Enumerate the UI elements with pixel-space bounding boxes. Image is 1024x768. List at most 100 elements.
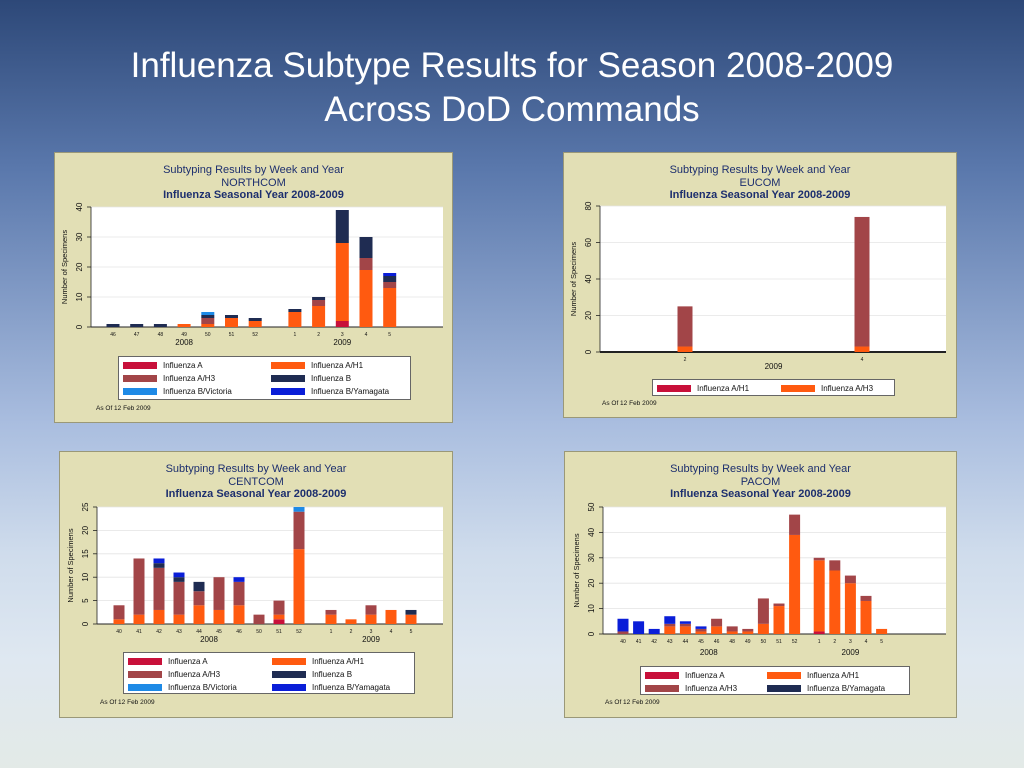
x-tick-label: 49 [181,332,187,338]
x-tick-label: 42 [156,629,162,635]
bar-segment [335,243,349,321]
x-tick-label: 48 [729,639,735,645]
x-group-label: 2009 [842,648,860,657]
legend-label: Influenza A [168,657,208,666]
legend-swatch [128,658,162,665]
chart-title: Subtyping Results by Week and Year PACOM… [565,463,956,501]
legend-label: Influenza A [685,671,725,680]
x-tick-label: 46 [110,332,116,338]
bar-segment [860,595,872,601]
y-tick-label: 30 [587,553,596,562]
bar-segment [383,273,397,276]
bar-segment [829,570,841,634]
bar-segment [325,609,337,615]
x-group-label: 2009 [362,635,380,644]
bar-segment [773,603,785,607]
legend-label: Influenza B [311,374,352,383]
x-tick-label: 1 [294,332,297,338]
x-tick-label: 4 [865,639,868,645]
bar-segment [248,321,262,327]
legend-label: Influenza B/Victoria [168,683,237,692]
bar-segment [293,511,305,550]
bar-segment [345,619,357,624]
bar-segment [677,306,693,347]
bar-segment [273,614,285,620]
y-axis-title: Number of Specimens [572,533,581,607]
legend-label: Influenza A/H1 [697,384,750,393]
bar-segment [359,237,373,258]
y-tick-label: 10 [75,292,84,301]
chart-title-line2: EUCOM [739,176,781,189]
legend-swatch [128,671,162,678]
y-tick-label: 40 [75,202,84,211]
as-of-date: As Of 12 Feb 2009 [96,405,151,412]
x-tick-label: 1 [330,629,333,635]
legend-swatch [272,658,306,665]
legend-swatch [271,362,305,369]
x-tick-label: 44 [196,629,202,635]
chart-title-line1: Subtyping Results by Week and Year [669,164,851,176]
bar-segment [695,631,707,634]
bar-segment [225,318,238,327]
y-tick-label: 0 [81,621,90,626]
bar-segment [679,623,691,627]
bar-segment [173,581,185,615]
bar-segment [173,572,185,578]
bar-segment [617,618,629,632]
bar-segment [876,628,888,634]
bar-segment [695,626,707,629]
y-tick-label: 40 [584,274,593,283]
x-tick-label: 50 [761,639,767,645]
bar-segment [133,614,145,624]
legend-swatch [781,385,815,392]
chart-title-line3: Influenza Seasonal Year 2008-2009 [165,488,347,500]
slide-title-line1: Influenza Subtype Results for Season 200… [130,46,894,85]
bar-segment [335,321,349,327]
x-tick-label: 50 [205,332,211,338]
x-tick-label: 2 [684,357,687,363]
chart-legend: Influenza A/H1 Influenza A/H3 [652,379,895,396]
as-of-date: As Of 12 Feb 2009 [602,400,657,407]
legend-label: Influenza A/H1 [312,657,365,666]
bar-segment [405,614,417,624]
bar-segment [726,631,738,634]
legend-label: Influenza A [163,361,203,370]
bar-segment [695,628,707,632]
bar-segment [813,631,825,634]
x-group-label: 2009 [765,362,783,371]
bar-segment [193,605,205,624]
bar-segment [113,619,125,624]
bar-segment [813,560,825,632]
y-tick-label: 15 [81,549,90,558]
bar-segment [633,621,645,634]
y-tick-label: 30 [75,232,84,241]
bar-segment [359,258,373,270]
bar-segment [664,623,676,627]
x-group-label: 2009 [333,338,351,347]
bar-segment [193,591,205,606]
x-tick-label: 2 [350,629,353,635]
bar-segment [383,282,397,288]
pacom-chart-panel: Subtyping Results by Week and Year PACOM… [564,451,957,718]
bar-segment [365,614,377,624]
x-tick-label: 52 [252,332,258,338]
x-tick-label: 41 [636,639,642,645]
chart-title-line1: Subtyping Results by Week and Year [163,164,344,176]
x-tick-label: 51 [276,629,282,635]
chart-title-line3: Influenza Seasonal Year 2008-2009 [670,488,851,500]
x-tick-label: 4 [390,629,393,635]
legend-swatch [271,388,305,395]
bar-segment [225,315,238,318]
chart-legend: Influenza A Influenza A/H1 Influenza A/H… [123,652,415,694]
x-tick-label: 3 [370,629,373,635]
legend-label: Influenza B [312,670,353,679]
bar-segment [648,628,660,634]
bar-segment [757,623,769,634]
x-tick-label: 41 [136,629,142,635]
chart-title: Subtyping Results by Week and Year NORTH… [55,164,452,202]
bar-segment [860,600,872,634]
northcom-chart-panel: Subtyping Results by Week and Year NORTH… [54,152,453,423]
x-tick-label: 44 [683,639,689,645]
